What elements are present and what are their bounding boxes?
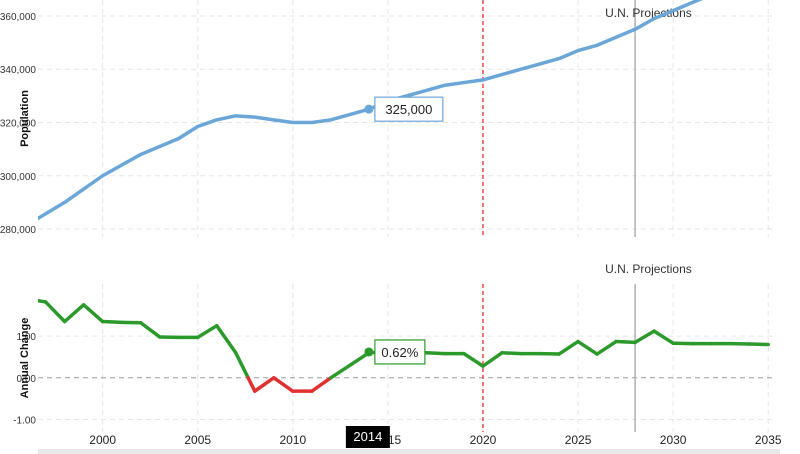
y-tick-label: -1.00 <box>13 415 36 426</box>
annual-change-segment <box>81 303 105 324</box>
annual-change-segment <box>62 303 86 324</box>
population-tooltip-box <box>374 96 444 122</box>
y-tick-label: 300,000 <box>0 172 36 183</box>
annual-change-segment-negative <box>272 376 295 393</box>
annual-change-y-ticks: -1.00 0.00 1.00 <box>13 332 36 426</box>
y-tick-label: 360,000 <box>0 12 36 23</box>
y-tick-label: 0.00 <box>17 374 37 385</box>
annual-change-segment <box>234 351 250 380</box>
population-y-ticks: 280,000 300,000 320,000 340,000 360,000 <box>0 12 36 236</box>
annual-change-segment <box>195 323 219 340</box>
annual-change-segment <box>633 329 656 345</box>
annual-change-segment <box>614 339 637 345</box>
annual-change-segment <box>557 339 580 356</box>
annual-change-segment <box>329 363 352 380</box>
un-projections-label-top: U.N. Projections <box>605 6 692 20</box>
x-tick-label: 2000 <box>89 433 116 447</box>
x-tick-label: 2020 <box>470 433 497 447</box>
x-axis-ticks: 20002005201020152020202520302035 <box>89 433 782 447</box>
x-tick-label: 2010 <box>279 433 306 447</box>
annual-change-tooltip-box <box>374 339 426 365</box>
annual-change-tooltip: 0.62% <box>364 339 426 365</box>
annual-change-segment <box>576 339 599 356</box>
x-axis-highlight-box <box>345 426 390 448</box>
y-tick-label: 280,000 <box>0 225 36 236</box>
annual-change-tooltip-value: 0.62% <box>381 345 418 360</box>
annual-change-segment-negative <box>246 376 257 393</box>
x-tick-label: 2025 <box>565 433 592 447</box>
annual-change-segment <box>424 351 447 356</box>
population-tooltip-value: 325,000 <box>385 102 432 117</box>
y-tick-label: 320,000 <box>0 118 36 129</box>
un-projections-label-bottom: U.N. Projections <box>605 262 692 276</box>
x-axis-highlight: 2014 <box>345 426 390 448</box>
x-tick-label: 2035 <box>755 433 782 447</box>
annual-change-tooltip-point <box>364 347 374 357</box>
annual-change-axis-label: Annual Change <box>19 318 31 399</box>
population-tooltip-point <box>364 104 374 114</box>
population-series <box>38 0 703 221</box>
annual-change-segment <box>138 321 162 339</box>
annual-change-segment <box>43 300 67 324</box>
annual-change-segment <box>100 319 124 325</box>
annual-change-segment <box>652 329 675 345</box>
x-tick-label: 2030 <box>660 433 687 447</box>
annual-change-segment <box>214 323 238 355</box>
population-line <box>38 0 703 221</box>
annual-change-segment <box>462 351 485 368</box>
annual-change-segment <box>500 351 523 356</box>
population-tooltip: 325,000 <box>364 96 444 122</box>
y-tick-label: 340,000 <box>0 65 36 76</box>
y-tick-label: 1.00 <box>17 332 37 343</box>
annual-change-segment-negative <box>253 376 276 393</box>
x-axis-highlight-label: 2014 <box>353 429 382 444</box>
population-panel: 280,000 300,000 320,000 340,000 360,000 U.N.… <box>0 0 772 237</box>
annual-change-panel: -1.00 0.00 1.00 U.N. Projections Annual Ch… <box>13 262 772 432</box>
horizontal-scrollbar-track[interactable] <box>38 449 780 454</box>
annual-change-segment <box>595 339 618 356</box>
x-tick-label: 2005 <box>184 433 211 447</box>
population-axis-label: Population <box>19 90 31 147</box>
annual-change-segment-negative <box>310 376 333 393</box>
annual-change-segment <box>481 351 504 368</box>
